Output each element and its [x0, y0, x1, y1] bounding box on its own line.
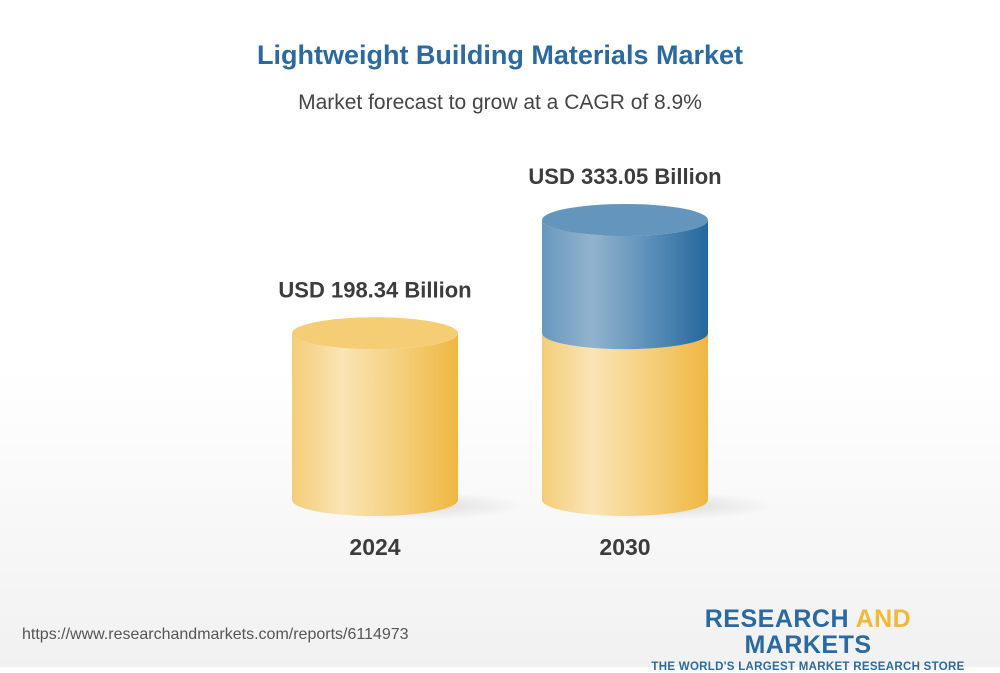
- bar-2024: [292, 333, 458, 516]
- bar-base-segment-2030: [542, 333, 708, 516]
- value-label: USD 198.34 Billion: [278, 277, 471, 302]
- chart-subtitle: Market forecast to grow at a CAGR of 8.9…: [298, 91, 702, 114]
- research-and-markets-logo: RESEARCH AND MARKETS THE WORLD'S LARGEST…: [640, 606, 976, 673]
- x-tick-label: 2030: [599, 534, 650, 560]
- logo-text-markets: MARKETS: [744, 631, 872, 659]
- logo-tagline: THE WORLD'S LARGEST MARKET RESEARCH STOR…: [651, 661, 965, 673]
- cylinder-chart: USD 198.34 Billion 2024 USD 333.05 Billion…: [278, 164, 775, 560]
- bar-growth-segment-2030: [542, 220, 708, 350]
- source-url[interactable]: https://www.researchandmarkets.com/repor…: [22, 626, 409, 643]
- x-tick-label: 2024: [349, 534, 400, 560]
- logo-text-research: RESEARCH: [704, 605, 856, 633]
- logo-wordmark: RESEARCH AND MARKETS: [640, 606, 976, 658]
- logo-text-and: AND: [855, 605, 912, 633]
- bar-top-2024: [292, 317, 458, 350]
- value-label: USD 333.05 Billion: [528, 164, 721, 189]
- chart-title: Lightweight Building Materials Market: [256, 40, 744, 70]
- bar-top-2030: [542, 204, 708, 236]
